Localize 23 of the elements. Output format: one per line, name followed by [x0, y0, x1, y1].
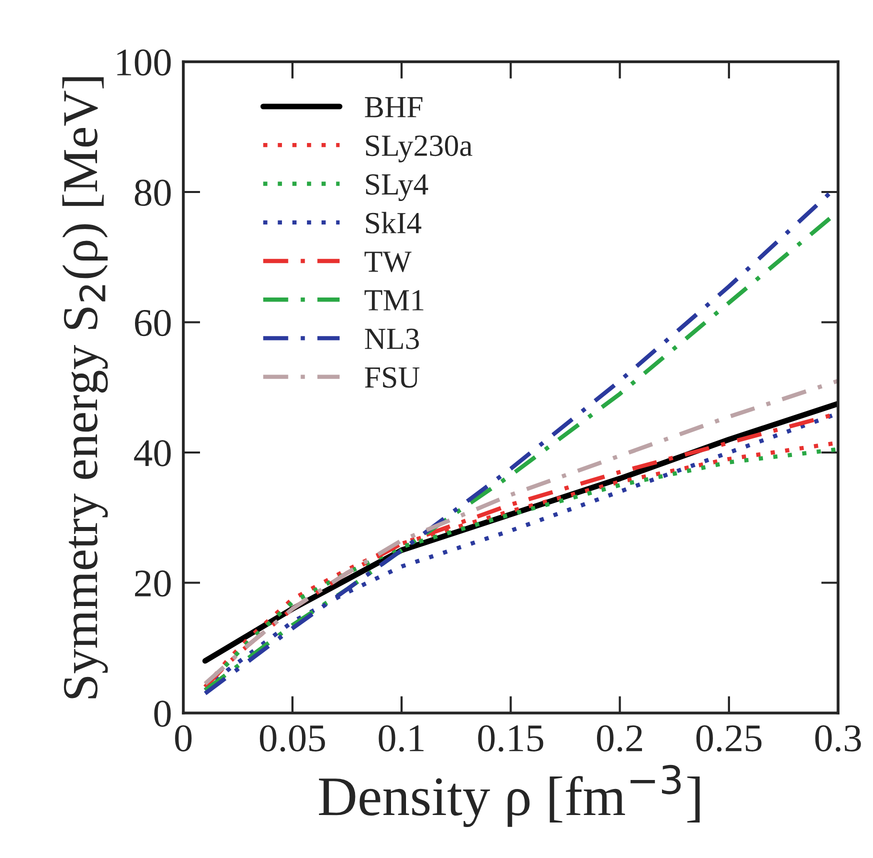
- x-tick-label: 0.1: [378, 725, 424, 752]
- legend-label: TW: [364, 252, 412, 272]
- legend-label: SLy230a: [366, 135, 472, 162]
- x-tick-label: 0.15: [478, 725, 544, 752]
- y-tick-label: 20: [135, 570, 171, 597]
- y-tick-label: 80: [134, 180, 171, 206]
- y-tick-label: 40: [134, 440, 171, 466]
- x-tick-label: 0.05: [260, 725, 325, 752]
- legend-label: TM1: [364, 290, 424, 310]
- y-tick-label: 60: [135, 310, 171, 336]
- x-tick-label: 0.25: [696, 725, 762, 752]
- legend-label: SLy4: [366, 174, 428, 202]
- x-tick-label: 0: [175, 725, 192, 752]
- legend-label: SkI4: [366, 212, 422, 234]
- y-tick-label: 0: [154, 700, 171, 727]
- x-tick-label: 0.3: [815, 725, 861, 752]
- x-tick-label: 0.2: [597, 725, 642, 752]
- legend-label: NL3: [364, 328, 419, 350]
- y-tick-label: 100: [117, 49, 171, 76]
- y-axis-title: Symmetry energy S$_{2}$(ρ) [MeV]: [62, 77, 108, 698]
- legend-label: BHF: [364, 97, 422, 118]
- legend-label: FSU: [364, 367, 420, 388]
- x-axis-title: Density ρ [fm$^{−3}$]: [318, 764, 700, 828]
